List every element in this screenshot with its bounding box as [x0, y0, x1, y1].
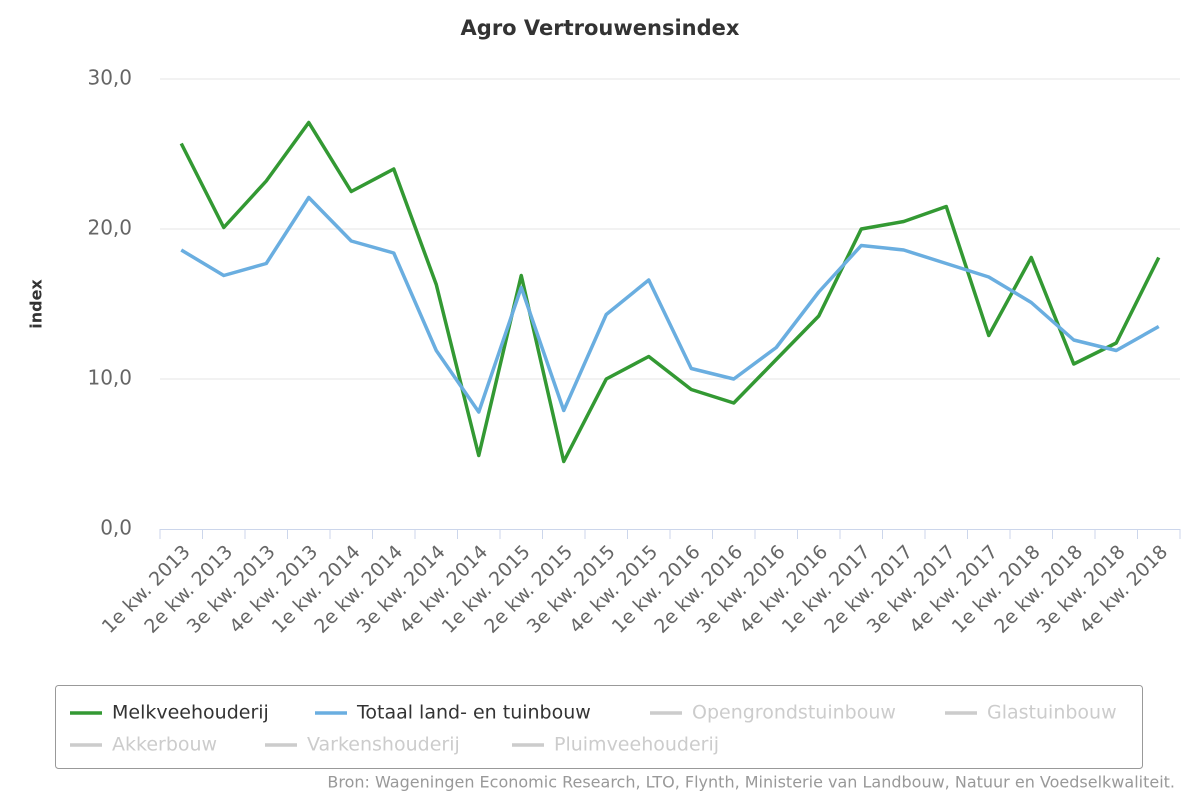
legend-label: Akkerbouw — [112, 734, 217, 756]
legend-label: Glastuinbouw — [987, 702, 1117, 724]
legend-label: Melkveehouderij — [112, 702, 269, 724]
y-tick-label: 20,0 — [87, 216, 132, 240]
source: Bron: Wageningen Economic Research, LTO,… — [327, 773, 1175, 792]
legend-label: Totaal land- en tuinbouw — [356, 702, 591, 724]
legend-box — [55, 685, 1143, 769]
y-tick-label: 30,0 — [87, 66, 132, 90]
series-line — [180, 195, 1160, 414]
legend-label: Pluimveehouderij — [554, 734, 719, 756]
chart-title: Agro Vertrouwensindex — [461, 16, 740, 40]
legend-label: Varkenshouderij — [307, 734, 460, 756]
y-tick-label: 0,0 — [100, 516, 132, 540]
legend-label: Opengrondstuinbouw — [692, 702, 896, 724]
series-line — [179, 120, 1161, 464]
y-axis-label: index — [27, 279, 46, 329]
y-tick-label: 10,0 — [87, 366, 132, 390]
